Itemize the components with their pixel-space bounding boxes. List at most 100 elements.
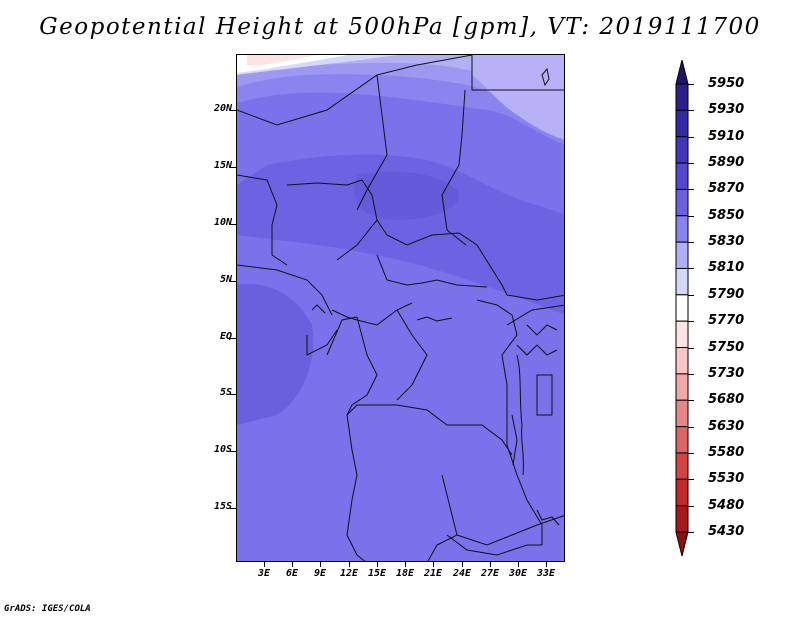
colorbar-top-arrow xyxy=(675,60,689,85)
map-plot xyxy=(236,54,565,562)
colorbar-tick xyxy=(688,110,694,112)
colorbar-segment xyxy=(675,320,689,349)
colorbar-tick xyxy=(688,242,694,244)
lat-tick xyxy=(230,110,236,111)
lon-tick xyxy=(490,562,491,567)
lon-label: 24E xyxy=(452,568,472,579)
colorbar-level-label: 5630 xyxy=(708,418,745,434)
colorbar-level-label: 5530 xyxy=(708,471,745,487)
lat-tick xyxy=(230,167,236,168)
colorbar-tick xyxy=(688,136,694,138)
lat-label: EQ xyxy=(219,331,232,342)
colorbar-level-label: 5730 xyxy=(708,365,745,381)
colorbar-tick xyxy=(688,532,694,533)
lat-label: 15N xyxy=(213,160,232,171)
colorbar-tick xyxy=(688,294,694,296)
lon-tick xyxy=(264,562,265,567)
lat-tick xyxy=(230,508,236,509)
lon-label: 30E xyxy=(508,568,528,579)
colorbar-segment xyxy=(675,294,689,322)
colorbar-level-label: 5870 xyxy=(708,181,745,197)
lat-tick xyxy=(230,281,236,282)
lat-tick xyxy=(230,224,236,225)
colorbar-segment xyxy=(675,136,689,164)
contour-5810-ne xyxy=(472,55,564,140)
colorbar-tick xyxy=(688,163,694,165)
colorbar-level-label: 5480 xyxy=(708,497,745,513)
lon-label: 27E xyxy=(480,568,500,579)
lat-label: 15S xyxy=(213,501,232,512)
map-fill xyxy=(237,55,564,561)
lon-label: 18E xyxy=(395,568,415,579)
lon-label: 3E xyxy=(257,568,271,579)
lat-label: 10S xyxy=(213,444,232,455)
colorbar-level-label: 5850 xyxy=(708,207,745,223)
lon-tick xyxy=(377,562,378,567)
colorbar-level-label: 5810 xyxy=(708,260,745,276)
colorbar-tick xyxy=(688,400,694,402)
lon-tick xyxy=(518,562,519,567)
credit-text: GrADS: IGES/COLA xyxy=(4,604,91,614)
colorbar-level-label: 5910 xyxy=(708,128,745,144)
colorbar-segment xyxy=(675,399,689,428)
colorbar-level-label: 5750 xyxy=(708,339,745,355)
lat-tick xyxy=(230,338,236,339)
colorbar-tick xyxy=(688,347,694,349)
colorbar-segment xyxy=(675,83,689,111)
lon-label: 21E xyxy=(423,568,443,579)
colorbar-tick xyxy=(688,268,694,270)
lon-tick xyxy=(405,562,406,567)
colorbar-level-label: 5890 xyxy=(708,155,745,171)
contour-5870-core xyxy=(354,171,459,220)
colorbar-tick xyxy=(688,215,694,217)
lat-tick xyxy=(230,394,236,395)
colorbar-bottom-arrow xyxy=(675,531,689,557)
lon-label: 15E xyxy=(367,568,387,579)
colorbar-segment xyxy=(675,241,689,269)
colorbar-level-label: 5790 xyxy=(708,286,745,302)
colorbar-level-label: 5680 xyxy=(708,392,745,408)
colorbar-segment xyxy=(675,109,689,138)
lon-tick xyxy=(349,562,350,567)
lat-label: 10N xyxy=(213,217,232,228)
lon-label: 12E xyxy=(339,568,359,579)
lon-label: 33E xyxy=(536,568,556,579)
lon-tick xyxy=(292,562,293,567)
colorbar-tick xyxy=(688,84,694,85)
colorbar-tick xyxy=(688,479,694,481)
colorbar-segment xyxy=(675,452,689,480)
colorbar-segment xyxy=(675,478,689,507)
contour-5870-central xyxy=(237,154,564,315)
colorbar-segment xyxy=(675,505,689,533)
colorbar-tick xyxy=(688,189,694,191)
colorbar-level-label: 5580 xyxy=(708,444,745,460)
map-title: Geopotential Height at 500hPa [gpm], VT:… xyxy=(39,14,761,40)
colorbar-segment xyxy=(675,267,689,296)
contour-5870-west xyxy=(237,284,314,425)
colorbar-tick xyxy=(688,373,694,375)
colorbar-tick xyxy=(688,505,694,507)
colorbar-level-label: 5930 xyxy=(708,102,745,118)
colorbar-segment xyxy=(675,188,689,217)
colorbar xyxy=(675,60,689,557)
colorbar-segment xyxy=(675,215,689,243)
lat-label: 5N xyxy=(219,274,232,285)
colorbar-level-label: 5950 xyxy=(708,76,745,91)
lon-tick xyxy=(462,562,463,567)
colorbar-segment xyxy=(675,373,689,401)
colorbar-level-label: 5430 xyxy=(708,524,745,539)
colorbar-level-label: 5770 xyxy=(708,313,745,329)
colorbar-tick xyxy=(688,452,694,454)
colorbar-tick xyxy=(688,321,694,323)
lat-label: 5S xyxy=(219,387,232,398)
colorbar-segment xyxy=(675,347,689,375)
lat-tick xyxy=(230,451,236,452)
lon-tick xyxy=(320,562,321,567)
lon-label: 9E xyxy=(313,568,327,579)
lon-tick xyxy=(546,562,547,567)
colorbar-tick xyxy=(688,426,694,428)
colorbar-segment xyxy=(675,426,689,454)
lat-label: 20N xyxy=(213,103,232,114)
colorbar-level-label: 5830 xyxy=(708,234,745,250)
contour-5750 xyxy=(247,55,317,65)
